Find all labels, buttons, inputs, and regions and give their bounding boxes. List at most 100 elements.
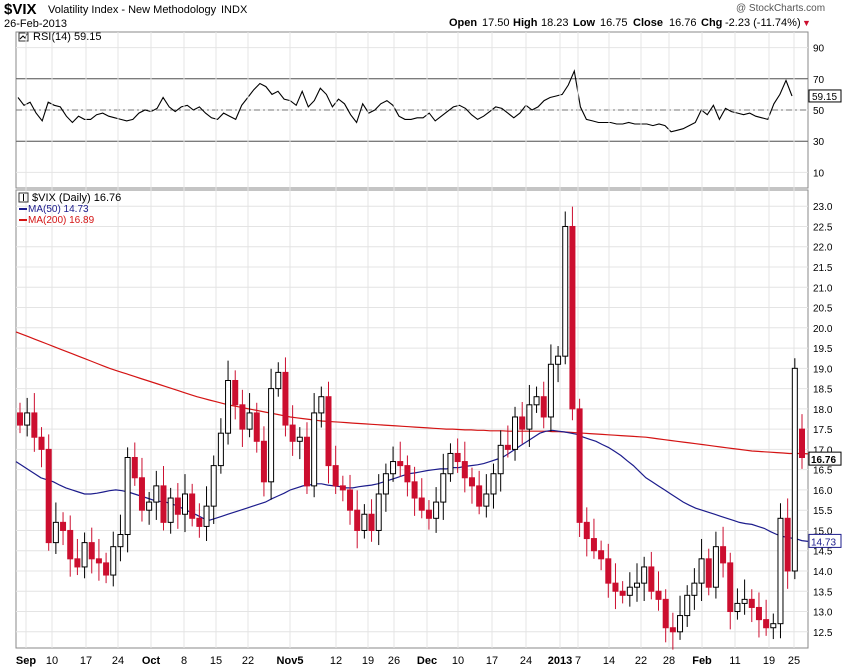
candle-body-down: [289, 424, 296, 442]
price-frame: [15, 189, 809, 649]
candle-body-up: [210, 465, 217, 507]
candle-body-down: [720, 546, 727, 564]
candle-body-down: [590, 538, 597, 552]
price-tick-label: 20.5: [813, 304, 833, 315]
candle-body-down: [138, 477, 145, 511]
candle-body-up: [203, 505, 210, 527]
candle-body-up: [734, 602, 741, 613]
candle-body-down: [174, 497, 181, 515]
ma200-legend-label: MA(200) 16.89: [28, 215, 95, 226]
rsi-tick-label: 10: [813, 168, 825, 179]
symbol: $VIX: [4, 1, 37, 18]
price-tick-label: 16.5: [813, 466, 833, 477]
candle-body-up: [562, 225, 569, 357]
candle-body-up: [24, 412, 31, 426]
x-tick-label: 22: [242, 655, 254, 667]
candle-body-up: [677, 615, 684, 633]
candle-body-up: [52, 521, 59, 544]
candle-body-up: [512, 416, 519, 450]
x-tick-label: Feb: [692, 655, 712, 667]
candle-body-down: [576, 408, 583, 523]
rsi-tick-label: 50: [813, 106, 825, 117]
x-tick-label: 24: [520, 655, 532, 667]
candle-body-down: [583, 521, 590, 540]
x-tick-label: 19: [763, 655, 775, 667]
candle-body-up: [390, 461, 397, 475]
price-tick-label: 13.0: [813, 608, 833, 619]
candle-body-down: [755, 606, 762, 621]
candle-body-down: [17, 412, 23, 426]
candle-body-up: [382, 473, 389, 495]
rsi-line: [17, 69, 793, 133]
candle-body-down: [95, 558, 102, 564]
candle-body-down: [332, 465, 339, 487]
candle-body-up: [217, 432, 224, 467]
candle-body-up: [526, 404, 533, 430]
candle-body-up: [375, 493, 382, 531]
price-tick-label: 17.0: [813, 445, 833, 456]
candle-body-up: [712, 546, 719, 588]
candle-body-down: [131, 457, 138, 479]
price-tick-label: 23.0: [813, 202, 833, 213]
candle-body-up: [311, 412, 318, 487]
candle-body-up: [770, 623, 777, 629]
price-tick-label: 17.5: [813, 425, 833, 436]
candle-body-down: [799, 428, 805, 459]
candle-body-down: [648, 566, 655, 592]
candle-body-down: [612, 582, 619, 592]
price-tick-label: 21.5: [813, 263, 833, 274]
price-tick-label: 14.0: [813, 567, 833, 578]
candle-body-up: [447, 452, 454, 475]
price-tick-label: 18.5: [813, 385, 833, 396]
candle-body-down: [45, 448, 52, 544]
candle-body-down: [404, 465, 411, 483]
ma50-last-box: [808, 533, 842, 548]
chart-date: 26-Feb-2013: [4, 18, 67, 30]
x-tick-label: 25: [788, 655, 800, 667]
price-tick-label: 12.5: [813, 628, 833, 639]
x-tick-label: 15: [210, 655, 222, 667]
candle-body-down: [303, 436, 310, 487]
candle-body-up: [547, 363, 554, 418]
candle-body-up: [110, 546, 117, 576]
candle-body-up: [684, 594, 691, 617]
candle-body-down: [418, 497, 425, 511]
candle-body-down: [67, 529, 74, 560]
rsi-last-value-box: [808, 89, 842, 103]
candle-body-up: [626, 586, 633, 596]
price-tick-label: 13.5: [813, 587, 833, 598]
candle-body-up: [117, 534, 124, 548]
ma200-line: [15, 331, 809, 455]
price-tick-label: 19.5: [813, 344, 833, 355]
price-panel: 12.5 13.0 13.5 14.0 14.5 15.0 15.5 16.0 16.5 17.0…: [15, 32, 842, 650]
candle-body-down: [38, 436, 45, 450]
price-tick-label: 20.0: [813, 324, 833, 335]
candle-body-down: [74, 558, 81, 568]
high-value: 18.23: [541, 17, 569, 29]
candle-body-up: [318, 396, 325, 414]
last-price-box: [808, 451, 842, 466]
candle-body-up: [633, 582, 640, 588]
candle-body-down: [598, 550, 605, 560]
price-tick-label: 16.0: [813, 486, 833, 497]
price-tick-label: 19.0: [813, 364, 833, 375]
candle-body-down: [605, 558, 612, 584]
watermark: @ StockCharts.com: [736, 3, 826, 14]
candle-body-down: [189, 493, 196, 519]
candle-body-down: [662, 598, 669, 629]
x-tick-label: 11: [729, 655, 740, 667]
candle-body-down: [60, 521, 67, 531]
candle-body-down: [397, 461, 404, 467]
x-tick-label: 7: [575, 655, 581, 667]
candle-body-up: [153, 485, 160, 503]
candle-body-down: [425, 509, 432, 519]
candle-body-down: [354, 509, 361, 531]
exchange-label: INDX: [221, 4, 248, 16]
candle-legend-icon: [18, 192, 29, 203]
candle-body-down: [368, 513, 375, 531]
low-value: 16.75: [600, 17, 628, 29]
close-value: 16.76: [669, 17, 697, 29]
candle-body-down: [160, 485, 167, 523]
candle-body-up: [483, 493, 490, 507]
